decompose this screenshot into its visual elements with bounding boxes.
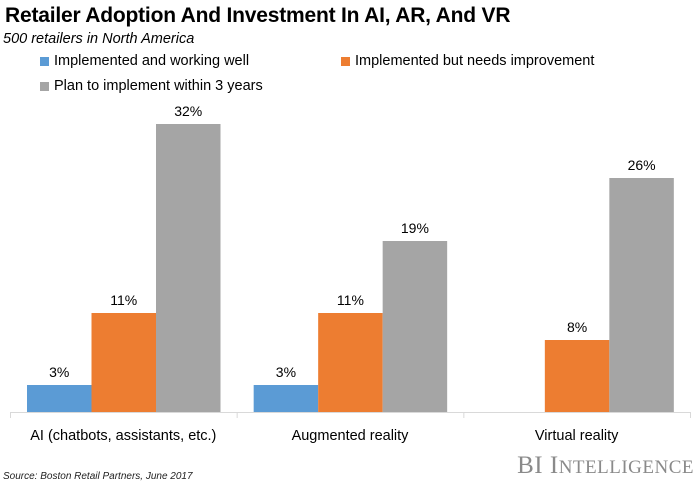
data-label: 11% bbox=[110, 292, 137, 308]
legend-item-implemented-working: Implemented and working well bbox=[40, 53, 249, 69]
bar bbox=[91, 313, 156, 412]
data-label: 3% bbox=[49, 364, 69, 380]
data-label: 11% bbox=[337, 292, 364, 308]
data-label: 32% bbox=[174, 103, 202, 119]
legend-swatch-gray bbox=[40, 81, 49, 91]
legend-label: Plan to implement within 3 years bbox=[54, 78, 263, 94]
data-label: 3% bbox=[276, 364, 296, 380]
bi-intelligence-logo: BI INTELLIGENCE bbox=[517, 452, 694, 480]
bar bbox=[156, 124, 221, 412]
data-label: 19% bbox=[401, 220, 429, 236]
data-label: 26% bbox=[628, 157, 656, 173]
legend-swatch-orange bbox=[341, 56, 350, 66]
category-label: Virtual reality bbox=[535, 428, 619, 444]
brand-bi: BI bbox=[517, 452, 544, 479]
brand-initial: I bbox=[549, 452, 559, 479]
legend-swatch-blue bbox=[40, 56, 49, 66]
category-label: AI (chatbots, assistants, etc.) bbox=[30, 428, 216, 444]
bar bbox=[609, 178, 674, 412]
legend-item-implemented-needs-improvement: Implemented but needs improvement bbox=[341, 53, 594, 69]
bar bbox=[27, 385, 92, 412]
brand-rest: NTELLIGENCE bbox=[558, 457, 694, 478]
data-label: 8% bbox=[567, 319, 587, 335]
chart-title: Retailer Adoption And Investment In AI, … bbox=[5, 4, 511, 27]
chart-subtitle: 500 retailers in North America bbox=[3, 31, 195, 47]
legend-item-plan-to-implement: Plan to implement within 3 years bbox=[40, 78, 263, 94]
bar bbox=[253, 385, 319, 412]
legend-label: Implemented and working well bbox=[54, 53, 250, 69]
bar bbox=[318, 313, 383, 412]
bar bbox=[544, 340, 610, 412]
category-label: Augmented reality bbox=[292, 428, 410, 444]
legend-label: Implemented but needs improvement bbox=[355, 53, 595, 69]
source-note: Source: Boston Retail Partners, June 201… bbox=[3, 471, 193, 482]
bar bbox=[382, 241, 448, 412]
